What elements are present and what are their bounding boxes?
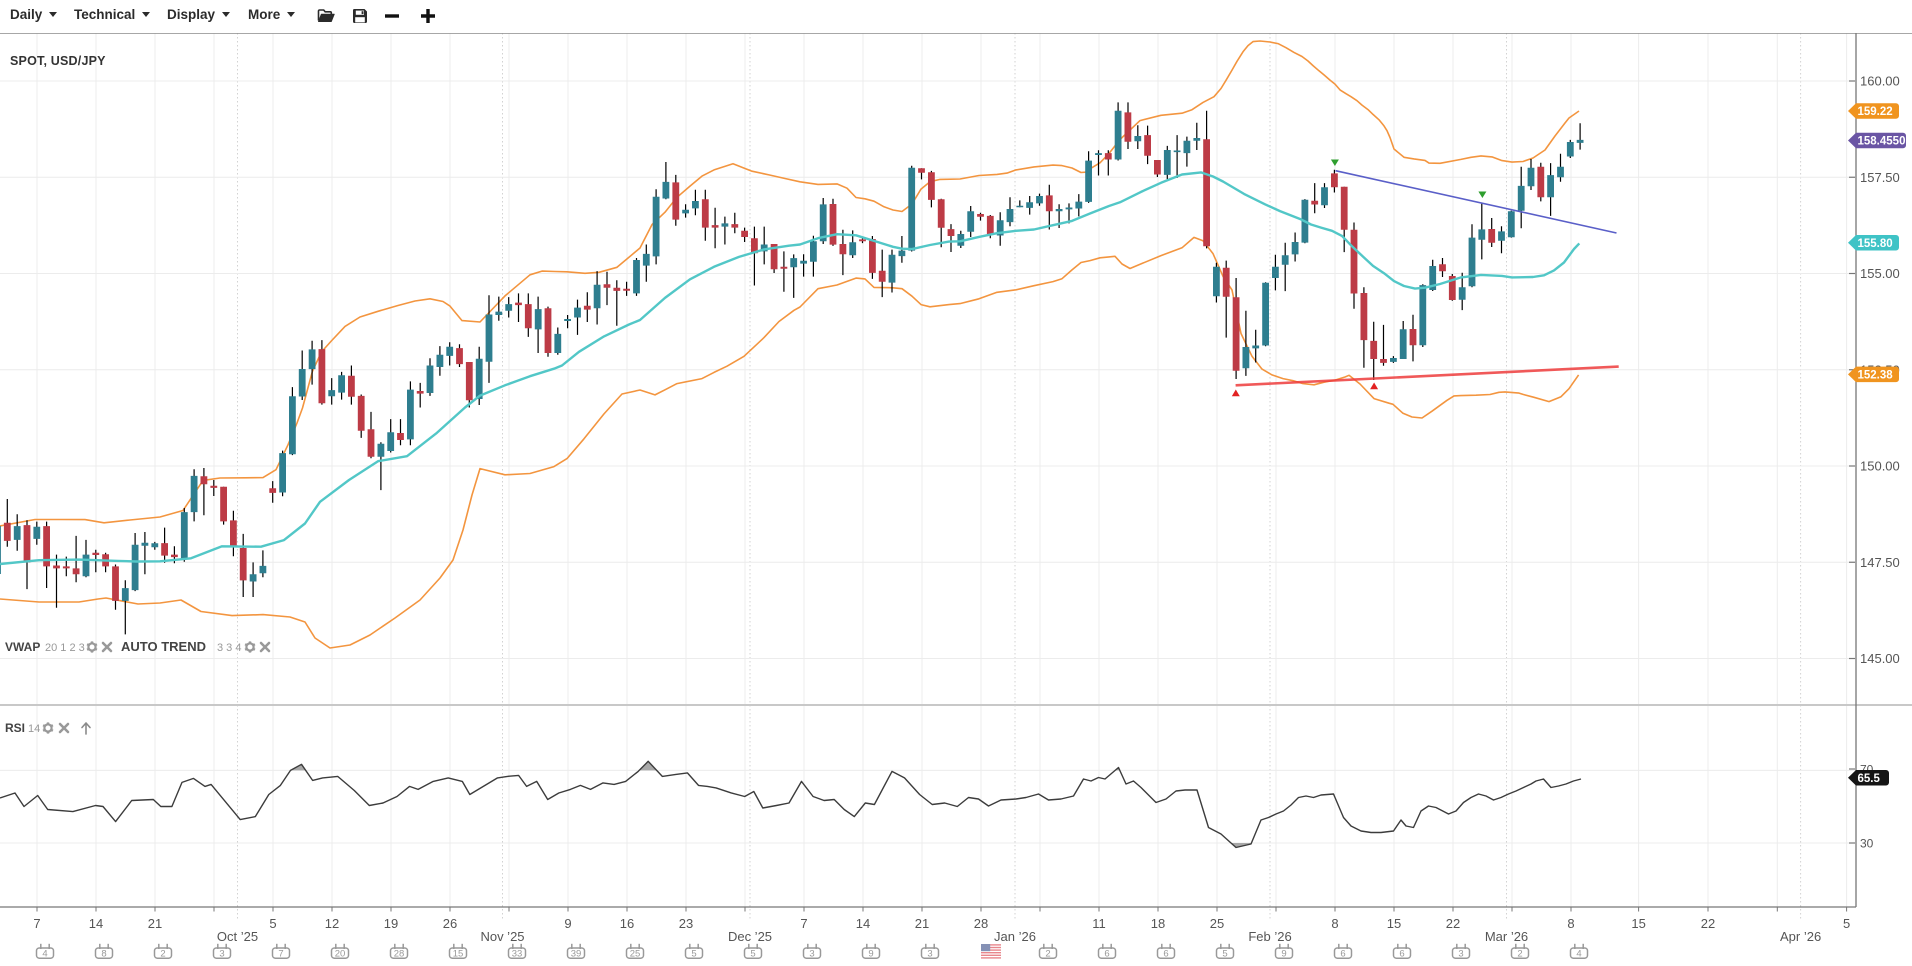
svg-text:158.4550: 158.4550 — [1858, 136, 1906, 148]
svg-text:2: 2 — [1045, 949, 1050, 960]
svg-text:20 1 2 3: 20 1 2 3 — [45, 642, 85, 654]
svg-text:8: 8 — [1567, 916, 1574, 931]
svg-text:VWAP: VWAP — [5, 640, 40, 654]
svg-text:14: 14 — [89, 916, 103, 931]
svg-text:3: 3 — [809, 949, 814, 960]
svg-text:15: 15 — [453, 949, 464, 960]
svg-text:9: 9 — [1281, 949, 1286, 960]
svg-text:145.00: 145.00 — [1860, 651, 1900, 666]
svg-text:160.00: 160.00 — [1860, 74, 1900, 89]
svg-text:65.5: 65.5 — [1858, 773, 1881, 785]
svg-text:9: 9 — [868, 949, 873, 960]
svg-text:Mar ’26: Mar ’26 — [1485, 929, 1528, 944]
svg-text:AUTO TREND: AUTO TREND — [121, 639, 206, 654]
svg-text:23: 23 — [679, 916, 693, 931]
svg-text:25: 25 — [630, 949, 641, 960]
svg-text:5: 5 — [1222, 949, 1227, 960]
svg-text:11: 11 — [1092, 916, 1106, 931]
svg-text:16: 16 — [620, 916, 634, 931]
svg-text:14: 14 — [856, 916, 870, 931]
svg-text:25: 25 — [1210, 916, 1224, 931]
svg-text:6: 6 — [1104, 949, 1109, 960]
svg-text:Nov ’25: Nov ’25 — [480, 929, 524, 944]
svg-text:3: 3 — [219, 949, 224, 960]
svg-text:39: 39 — [571, 949, 582, 960]
svg-text:3 3 4: 3 3 4 — [217, 642, 241, 654]
svg-text:2: 2 — [160, 949, 165, 960]
svg-text:33: 33 — [512, 949, 523, 960]
svg-text:155.80: 155.80 — [1858, 238, 1893, 250]
svg-text:19: 19 — [384, 916, 398, 931]
svg-text:14: 14 — [28, 723, 40, 735]
svg-text:Apr ’26: Apr ’26 — [1780, 929, 1821, 944]
svg-text:3: 3 — [1458, 949, 1463, 960]
svg-text:2: 2 — [1517, 949, 1522, 960]
svg-text:5: 5 — [1843, 916, 1850, 931]
svg-text:159.22: 159.22 — [1858, 106, 1893, 118]
svg-text:20: 20 — [335, 949, 346, 960]
svg-text:Dec ’25: Dec ’25 — [728, 929, 772, 944]
svg-text:7: 7 — [278, 949, 283, 960]
svg-text:SPOT, USD/JPY: SPOT, USD/JPY — [10, 54, 106, 68]
svg-text:15: 15 — [1631, 916, 1645, 931]
svg-text:152.38: 152.38 — [1858, 370, 1894, 382]
svg-text:22: 22 — [1701, 916, 1715, 931]
svg-text:6: 6 — [1340, 949, 1345, 960]
svg-text:3: 3 — [927, 949, 932, 960]
svg-text:22: 22 — [1446, 916, 1460, 931]
svg-text:5: 5 — [691, 949, 696, 960]
svg-text:21: 21 — [915, 916, 929, 931]
svg-text:30: 30 — [1860, 837, 1874, 851]
svg-text:5: 5 — [269, 916, 276, 931]
svg-text:6: 6 — [1399, 949, 1404, 960]
svg-text:147.50: 147.50 — [1860, 555, 1900, 570]
svg-text:Oct ’25: Oct ’25 — [217, 929, 258, 944]
svg-text:155.00: 155.00 — [1860, 266, 1900, 281]
svg-text:150.00: 150.00 — [1860, 459, 1900, 474]
svg-text:15: 15 — [1387, 916, 1401, 931]
svg-text:18: 18 — [1151, 916, 1165, 931]
svg-text:8: 8 — [101, 949, 106, 960]
svg-text:Jan ’26: Jan ’26 — [994, 929, 1036, 944]
svg-text:26: 26 — [443, 916, 457, 931]
svg-text:5: 5 — [750, 949, 755, 960]
svg-text:28: 28 — [394, 949, 405, 960]
svg-text:Feb ’26: Feb ’26 — [1248, 929, 1291, 944]
svg-text:12: 12 — [325, 916, 339, 931]
svg-text:4: 4 — [1576, 949, 1581, 960]
svg-text:28: 28 — [974, 916, 988, 931]
svg-text:7: 7 — [800, 916, 807, 931]
svg-text:4: 4 — [42, 949, 47, 960]
svg-text:RSI: RSI — [5, 721, 25, 735]
svg-text:21: 21 — [148, 916, 162, 931]
svg-text:6: 6 — [1163, 949, 1168, 960]
svg-text:157.50: 157.50 — [1860, 170, 1900, 185]
svg-text:9: 9 — [564, 916, 571, 931]
svg-text:8: 8 — [1331, 916, 1338, 931]
svg-text:7: 7 — [33, 916, 40, 931]
